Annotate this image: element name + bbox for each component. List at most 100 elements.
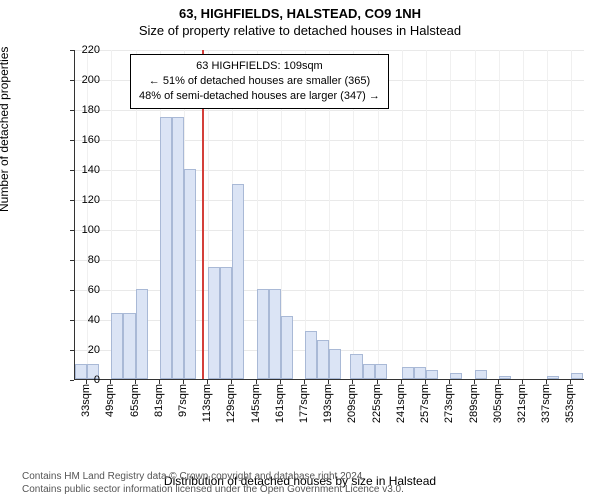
x-tick-label: 241sqm	[395, 384, 407, 423]
histogram-bar	[450, 373, 462, 379]
histogram-bar	[317, 340, 329, 379]
x-tick-mark	[570, 380, 571, 384]
histogram-bar	[402, 367, 414, 379]
histogram-bar	[329, 349, 341, 379]
y-tick-label: 200	[70, 74, 100, 86]
x-tick-mark	[110, 380, 111, 384]
histogram-bar	[363, 364, 375, 379]
histogram-bar	[571, 373, 583, 379]
histogram-chart: 63 HIGHFIELDS: 109sqm← 51% of detached h…	[44, 50, 584, 420]
x-tick-mark	[352, 380, 353, 384]
y-tick-mark	[70, 110, 74, 111]
x-tick-label: 305sqm	[492, 384, 504, 423]
histogram-bar	[375, 364, 387, 379]
x-tick-mark	[425, 380, 426, 384]
x-tick-label: 177sqm	[298, 384, 310, 423]
x-tick-label: 113sqm	[201, 384, 213, 422]
x-tick-mark	[522, 380, 523, 384]
annotation-line: ← 51% of detached houses are smaller (36…	[139, 74, 380, 89]
histogram-bar	[547, 376, 559, 379]
x-tick-label: 161sqm	[274, 384, 286, 423]
histogram-bar	[172, 117, 184, 380]
x-tick-label: 33sqm	[80, 384, 92, 417]
histogram-bar	[136, 289, 148, 379]
x-tick-label: 193sqm	[322, 384, 334, 423]
y-tick-mark	[70, 290, 74, 291]
histogram-bar	[184, 169, 196, 379]
x-tick-label: 97sqm	[177, 384, 189, 417]
histogram-bar	[160, 117, 172, 380]
y-tick-label: 20	[70, 344, 100, 356]
x-tick-mark	[256, 380, 257, 384]
x-tick-label: 65sqm	[129, 384, 141, 417]
histogram-bar	[281, 316, 293, 379]
x-tick-label: 257sqm	[419, 384, 431, 423]
page-subtitle: Size of property relative to detached ho…	[0, 21, 600, 38]
x-tick-label: 273sqm	[443, 384, 455, 423]
x-tick-label: 321sqm	[516, 384, 528, 423]
x-tick-mark	[231, 380, 232, 384]
histogram-bar	[220, 267, 232, 380]
annotation-line: 48% of semi-detached houses are larger (…	[139, 89, 380, 104]
gridline-v	[450, 50, 451, 379]
x-tick-mark	[207, 380, 208, 384]
gridline-v	[87, 50, 88, 379]
x-tick-mark	[449, 380, 450, 384]
histogram-bar	[269, 289, 281, 379]
plot-area: 63 HIGHFIELDS: 109sqm← 51% of detached h…	[74, 50, 584, 380]
credit-line-1: Contains HM Land Registry data © Crown c…	[22, 471, 404, 484]
x-tick-label: 209sqm	[346, 384, 358, 423]
histogram-bar	[111, 313, 123, 379]
x-tick-mark	[280, 380, 281, 384]
credit-line-2: Contains public sector information licen…	[22, 484, 404, 497]
x-tick-label: 353sqm	[564, 384, 576, 423]
histogram-bar	[232, 184, 244, 379]
histogram-bar	[426, 370, 438, 379]
y-tick-label: 60	[70, 284, 100, 296]
x-tick-label: 81sqm	[153, 384, 165, 417]
y-tick-label: 180	[70, 104, 100, 116]
gridline-v	[426, 50, 427, 379]
page-title: 63, HIGHFIELDS, HALSTEAD, CO9 1NH	[0, 0, 600, 21]
x-tick-mark	[377, 380, 378, 384]
y-axis-label: Number of detached properties	[0, 47, 11, 212]
y-tick-label: 140	[70, 164, 100, 176]
histogram-bar	[475, 370, 487, 379]
x-tick-mark	[328, 380, 329, 384]
y-tick-mark	[70, 350, 74, 351]
y-tick-mark	[70, 200, 74, 201]
histogram-bar	[257, 289, 269, 379]
x-tick-mark	[159, 380, 160, 384]
y-tick-mark	[70, 170, 74, 171]
y-tick-label: 120	[70, 194, 100, 206]
credits: Contains HM Land Registry data © Crown c…	[22, 471, 404, 496]
y-tick-mark	[70, 140, 74, 141]
x-tick-label: 49sqm	[104, 384, 116, 417]
annotation-box: 63 HIGHFIELDS: 109sqm← 51% of detached h…	[130, 54, 389, 109]
x-tick-mark	[546, 380, 547, 384]
y-tick-mark	[70, 380, 74, 381]
x-tick-mark	[86, 380, 87, 384]
x-tick-label: 225sqm	[371, 384, 383, 423]
histogram-bar	[499, 376, 511, 379]
annotation-line: 63 HIGHFIELDS: 109sqm	[139, 59, 380, 74]
y-tick-mark	[70, 80, 74, 81]
x-tick-mark	[474, 380, 475, 384]
histogram-bar	[414, 367, 426, 379]
x-tick-mark	[183, 380, 184, 384]
x-tick-label: 145sqm	[250, 384, 262, 423]
gridline-v	[571, 50, 572, 379]
x-tick-mark	[304, 380, 305, 384]
y-tick-label: 160	[70, 134, 100, 146]
gridline-v	[475, 50, 476, 379]
gridline-v	[499, 50, 500, 379]
histogram-bar	[305, 331, 317, 379]
gridline-v	[523, 50, 524, 379]
y-tick-label: 40	[70, 314, 100, 326]
y-tick-label: 220	[70, 44, 100, 56]
y-tick-label: 100	[70, 224, 100, 236]
y-tick-mark	[70, 320, 74, 321]
x-tick-mark	[135, 380, 136, 384]
y-tick-mark	[70, 230, 74, 231]
y-tick-mark	[70, 260, 74, 261]
